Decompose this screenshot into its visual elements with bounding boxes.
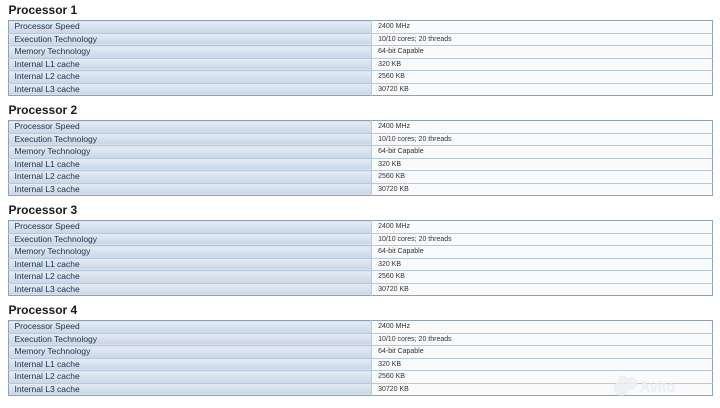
svg-text:Avito: Avito [640,380,676,396]
